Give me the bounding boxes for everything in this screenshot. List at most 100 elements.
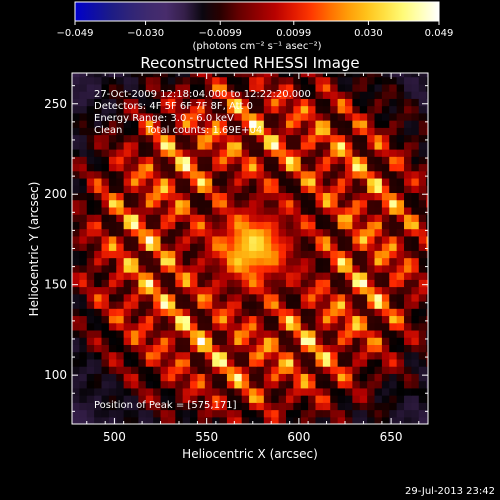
heatmap-pixel (315, 337, 324, 345)
heatmap-pixel (116, 235, 125, 244)
heatmap-pixel (175, 402, 184, 411)
heatmap-pixel (108, 192, 117, 201)
heatmap-pixel (204, 329, 213, 338)
heatmap-pixel (226, 83, 235, 92)
heatmap-pixel (389, 134, 398, 143)
heatmap-pixel (256, 250, 265, 259)
heatmap-pixel (212, 322, 221, 331)
heatmap-pixel (108, 402, 117, 411)
heatmap-pixel (182, 127, 191, 136)
heatmap-pixel (160, 228, 169, 237)
heatmap-pixel (293, 192, 302, 201)
heatmap-pixel (426, 148, 428, 157)
heatmap-pixel (271, 91, 280, 99)
heatmap-pixel (101, 272, 110, 280)
heatmap-pixel (367, 243, 376, 251)
heatmap-pixel (278, 366, 287, 374)
heatmap-pixel (256, 395, 265, 403)
heatmap-pixel (359, 315, 368, 324)
heatmap-pixel (263, 293, 272, 302)
heatmap-pixel (359, 199, 368, 208)
heatmap-pixel (381, 308, 390, 317)
heatmap-pixel (315, 214, 324, 222)
heatmap-pixel (197, 206, 206, 215)
heatmap-pixel (101, 409, 110, 418)
heatmap-pixel (226, 235, 235, 244)
heatmap-pixel (116, 73, 125, 78)
heatmap-pixel (263, 170, 272, 179)
heatmap-pixel (315, 73, 324, 78)
heatmap-pixel (204, 112, 213, 121)
heatmap-pixel (204, 373, 213, 382)
heatmap-pixel (249, 366, 258, 374)
heatmap-pixel (145, 98, 154, 107)
heatmap-pixel (344, 351, 353, 360)
heatmap-pixel (182, 322, 191, 331)
heatmap-pixel (322, 170, 331, 179)
heatmap-pixel (167, 73, 176, 78)
heatmap-pixel (337, 206, 346, 215)
heatmap-pixel (212, 329, 221, 338)
heatmap-pixel (315, 83, 324, 92)
heatmap-pixel (404, 337, 412, 345)
heatmap-pixel (241, 387, 250, 396)
heatmap-pixel (374, 199, 383, 208)
heatmap-pixel (79, 192, 88, 201)
heatmap-pixel (123, 329, 132, 338)
heatmap-pixel (131, 366, 140, 374)
heatmap-pixel (197, 98, 206, 107)
heatmap-pixel (367, 250, 376, 259)
heatmap-pixel (367, 185, 376, 194)
heatmap-pixel (404, 264, 412, 273)
heatmap-pixel (322, 243, 331, 251)
heatmap-pixel (145, 156, 154, 165)
heatmap-pixel (285, 141, 294, 150)
heatmap-pixel (123, 127, 132, 136)
heatmap-pixel (285, 134, 294, 143)
heatmap-pixel (337, 344, 346, 353)
heatmap-pixel (293, 206, 302, 215)
heatmap-pixel (322, 127, 331, 136)
heatmap-pixel (315, 366, 324, 374)
heatmap-pixel (374, 228, 383, 237)
heatmap-pixel (108, 366, 117, 374)
heatmap-pixel (285, 199, 294, 208)
heatmap-pixel (175, 293, 184, 302)
heatmap-pixel (389, 402, 398, 411)
heatmap-pixel (396, 228, 405, 237)
heatmap-pixel (381, 416, 390, 424)
heatmap-pixel (418, 279, 427, 288)
heatmap-pixel (212, 192, 221, 201)
heatmap-pixel (86, 272, 95, 280)
heatmap-pixel (234, 373, 243, 382)
heatmap-pixel (175, 257, 184, 266)
heatmap-pixel (337, 148, 346, 157)
heatmap-pixel (344, 221, 353, 230)
heatmap-pixel (160, 322, 169, 331)
heatmap-pixel (285, 300, 294, 309)
heatmap-pixel (204, 235, 213, 244)
heatmap-pixel (404, 105, 412, 114)
heatmap-pixel (256, 177, 265, 186)
heatmap-pixel (160, 279, 169, 288)
heatmap-pixel (190, 98, 199, 107)
heatmap-pixel (197, 199, 206, 208)
heatmap-pixel (271, 351, 280, 360)
heatmap-pixel (315, 199, 324, 208)
heatmap-pixel (219, 141, 228, 150)
heatmap-pixel (94, 185, 103, 194)
heatmap-pixel (256, 257, 265, 266)
heatmap-pixel (389, 141, 398, 150)
heatmap-pixel (352, 120, 361, 128)
heatmap-pixel (367, 300, 376, 309)
heatmap-pixel (381, 163, 390, 172)
heatmap-pixel (226, 206, 235, 215)
heatmap-pixel (411, 177, 420, 186)
heatmap-pixel (131, 112, 140, 121)
heatmap-pixel (108, 185, 117, 194)
heatmap-pixel (153, 148, 162, 157)
heatmap-pixel (418, 250, 427, 259)
heatmap-pixel (234, 185, 243, 194)
heatmap-pixel (79, 120, 88, 128)
heatmap-pixel (108, 322, 117, 331)
